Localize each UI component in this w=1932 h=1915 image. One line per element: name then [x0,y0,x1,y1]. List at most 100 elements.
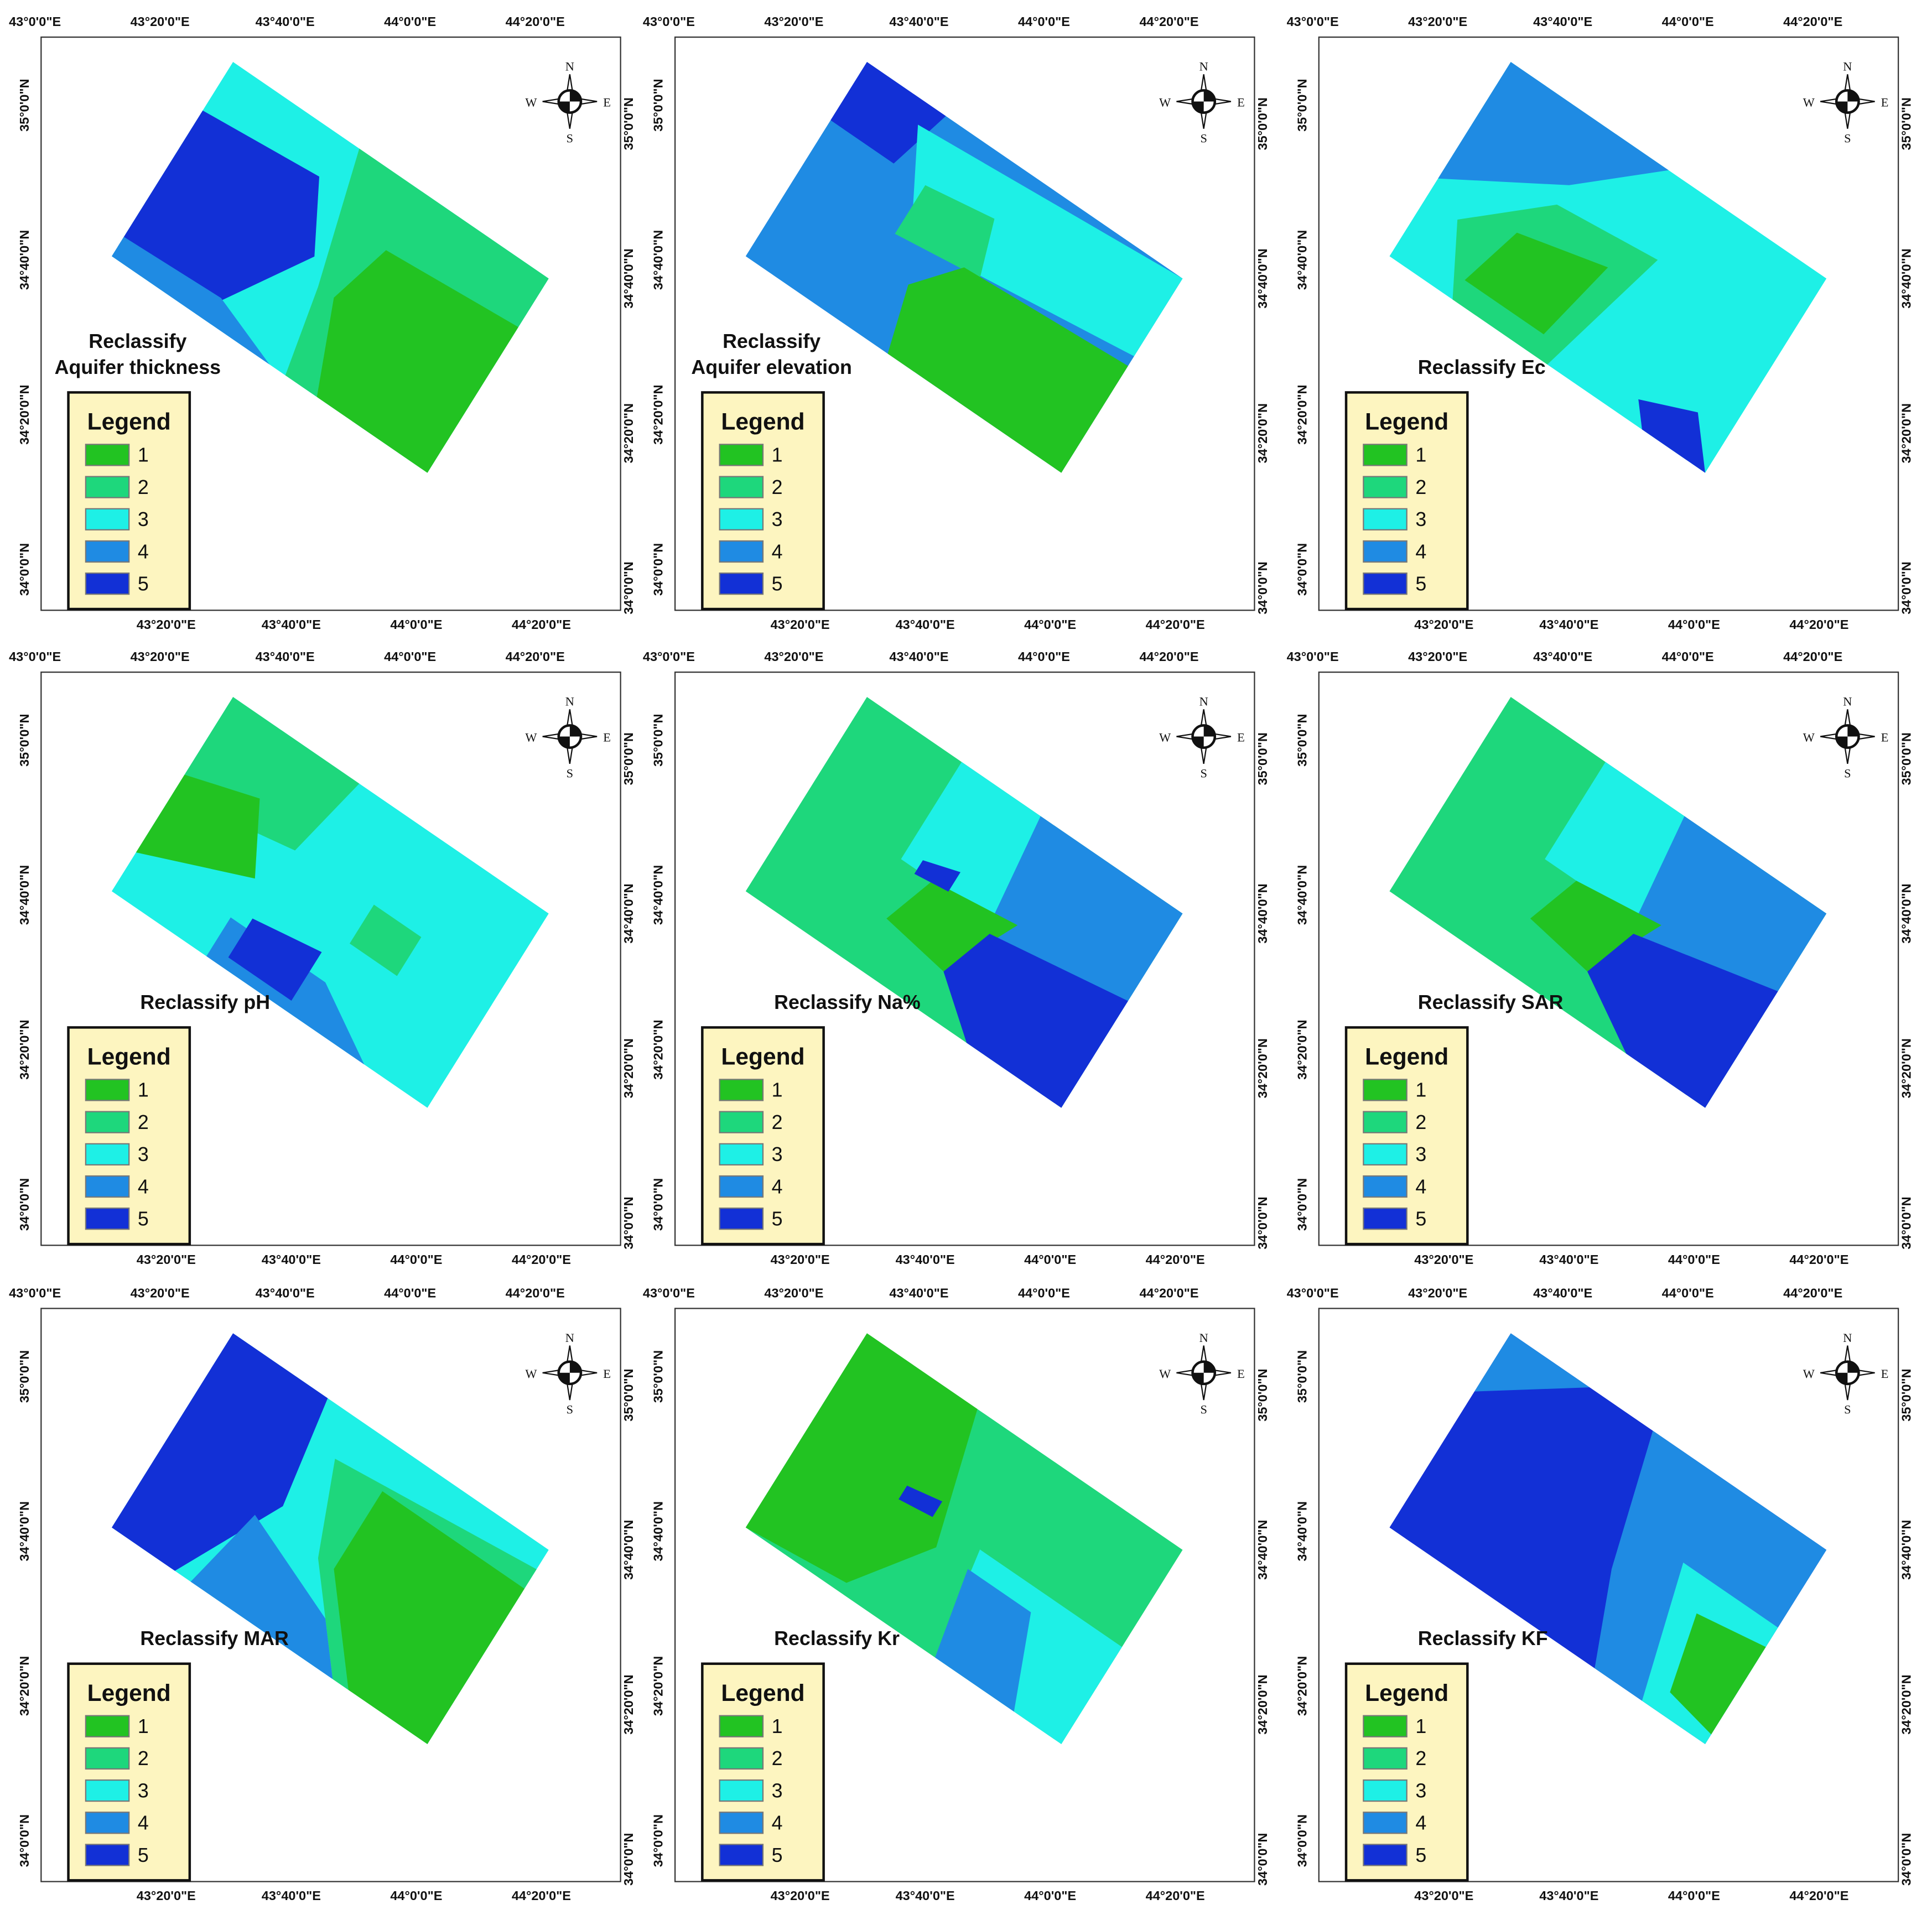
compass-s: S [1200,131,1207,145]
lat-label: 34°40'0"N [1295,230,1309,290]
lat-label: 34°40'0"N [1255,1520,1270,1580]
compass: N S E W [1159,60,1245,145]
legend-label: 5 [772,1844,783,1866]
compass: N S E W [1159,695,1245,780]
lon-label: 43°20'0"E [764,1286,823,1300]
legend-swatch [1363,508,1408,530]
compass-quad [558,90,581,113]
legend-label: 5 [1415,1208,1426,1230]
legend-swatch [1363,444,1408,466]
zone [895,185,995,278]
lon-label: 44°20'0"E [512,1888,571,1903]
lon-label: 43°20'0"E [771,1888,830,1903]
compass-s: S [1844,766,1851,780]
lon-label: 44°20'0"E [506,1286,565,1300]
lat-label: 34°40'0"N [651,865,666,925]
lat-label: 34°20'0"N [17,385,32,445]
zone [913,124,1183,357]
legend-swatch [1363,1111,1408,1133]
map-zones [111,1333,549,1745]
lat-label: 34°40'0"N [1255,883,1270,943]
lon-label: 43°20'0"E [131,649,190,664]
lat-label: 35°0'0"N [17,714,32,767]
compass-quad [558,725,581,748]
lat-label: 34°20'0"N [651,1656,666,1716]
lat-label: 35°0'0"N [1295,79,1309,132]
legend-swatch [85,1175,130,1198]
lon-label: 43°0'0"E [643,649,695,664]
legend-label: 2 [1415,1747,1426,1770]
lon-label: 44°20'0"E [1139,14,1198,29]
legend-swatch [719,444,764,466]
compass: N S E W [1159,1331,1245,1417]
lon-label: 44°0'0"E [384,1286,436,1300]
legend-label: 5 [1415,1844,1426,1866]
legend-swatch [719,508,764,530]
lon-label: 44°0'0"E [390,1888,442,1903]
lat-label: 34°20'0"N [1295,385,1309,445]
legend-swatch [1363,1079,1408,1101]
lat-label: 35°0'0"N [621,1368,636,1421]
lon-label: 43°40'0"E [889,649,948,664]
lat-label: 34°40'0"N [651,1501,666,1561]
lon-label: 44°20'0"E [512,1252,571,1267]
lon-label: 44°0'0"E [390,617,442,632]
lon-label: 43°0'0"E [9,649,61,664]
legend-label: 4 [1415,1812,1426,1834]
legend-swatch [85,508,130,530]
legend-label: 1 [138,1715,149,1737]
lat-label: 35°0'0"N [1255,732,1270,785]
zone [1670,1613,1766,1735]
lat-label: 35°0'0"N [1295,714,1309,767]
map-title: Reclassify Na% [774,991,921,1013]
legend-label: 4 [772,1812,783,1834]
lat-label: 35°0'0"N [651,714,666,767]
legend-label: 2 [138,1747,149,1770]
legend-swatch [719,1208,764,1230]
lat-label: 34°0'0"N [1295,1814,1309,1867]
compass-w: W [1159,95,1171,109]
compass-e: E [1881,1367,1889,1381]
lat-label: 34°20'0"N [1899,1674,1914,1734]
lon-label: 43°20'0"E [764,14,823,29]
lat-label: 34°0'0"N [1295,1178,1309,1231]
lat-label: 34°0'0"N [1255,561,1270,614]
legend-label: 3 [138,508,149,530]
legend-swatch [719,540,764,563]
legend-swatch [85,1715,130,1737]
lon-label: 43°0'0"E [1287,14,1339,29]
legend-swatch [85,1812,130,1834]
compass-n: N [1843,1331,1852,1345]
lon-label: 44°0'0"E [1662,1286,1714,1300]
legend-label: 1 [1415,1715,1426,1737]
lat-label: 34°20'0"N [1255,1038,1270,1098]
legend-title: Legend [1365,409,1448,435]
lat-label: 34°0'0"N [1255,1196,1270,1249]
lon-label: 43°0'0"E [9,14,61,29]
lon-label: 44°0'0"E [390,1252,442,1267]
legend-swatch [85,540,130,563]
lon-label: 43°40'0"E [262,617,321,632]
zone [1638,399,1706,473]
compass-e: E [1237,1367,1245,1381]
map-frame [1318,672,1899,1246]
lon-label: 43°20'0"E [1414,617,1473,632]
lon-label: 44°20'0"E [506,649,565,664]
lat-label: 34°40'0"N [1295,865,1309,925]
lat-label: 34°40'0"N [17,230,32,290]
zone [1464,232,1608,335]
lat-label: 35°0'0"N [17,79,32,132]
compass-quad [1192,725,1215,748]
compass-w: W [1803,730,1815,744]
lon-label: 44°0'0"E [1668,1252,1720,1267]
compass: N S E W [1803,60,1889,145]
compass-quad [1192,90,1215,113]
lat-label: 34°20'0"N [651,1020,666,1080]
compass-n: N [1199,60,1208,74]
lon-label: 43°40'0"E [262,1888,321,1903]
lon-label: 44°0'0"E [1662,14,1714,29]
legend-label: 1 [138,444,149,466]
map-frame [40,1308,621,1882]
lon-label: 44°0'0"E [1018,14,1070,29]
map-panel: 43°0'0"E 43°20'0"E 43°40'0"E 44°0'0"E 44°20'… [643,649,1270,1267]
